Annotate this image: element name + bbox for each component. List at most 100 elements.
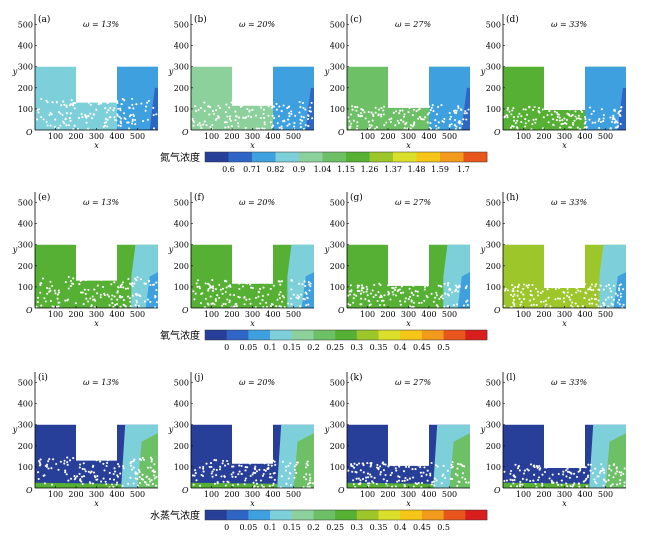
particle	[409, 281, 412, 284]
particle	[611, 303, 614, 306]
particle	[124, 305, 127, 308]
particle	[298, 100, 301, 104]
particle	[377, 108, 380, 111]
particle	[617, 287, 621, 290]
particle	[418, 107, 421, 111]
particle	[40, 282, 43, 285]
particle	[84, 470, 87, 473]
particle	[244, 117, 247, 120]
particle	[419, 471, 422, 474]
x-tick-label: 500	[442, 132, 457, 141]
particle	[391, 485, 394, 488]
particle	[622, 303, 625, 306]
particle	[228, 106, 231, 109]
particle	[99, 460, 102, 463]
particle	[566, 485, 569, 488]
particle	[135, 278, 138, 281]
particle	[119, 117, 123, 120]
particle	[40, 304, 43, 307]
particle	[270, 464, 273, 467]
colorbar-tick-label: 0.9	[293, 165, 306, 174]
particle	[140, 477, 143, 480]
particle	[366, 288, 369, 291]
colorbar-tick-label: 0	[224, 523, 229, 532]
particle	[142, 458, 146, 461]
particle	[152, 106, 155, 109]
particle	[201, 474, 205, 478]
particle	[229, 119, 232, 122]
particle	[214, 299, 218, 302]
particle	[399, 109, 402, 112]
colorbar-tick-label: 0.05	[239, 343, 257, 352]
particle	[379, 471, 382, 474]
particle	[309, 110, 312, 113]
x-tick-label: 200	[224, 310, 239, 319]
particle	[64, 471, 67, 474]
particle	[290, 288, 293, 291]
particle	[132, 114, 135, 118]
particle	[271, 114, 274, 117]
particle	[349, 125, 352, 128]
particle	[522, 298, 526, 301]
particle	[609, 484, 612, 487]
colorbar-tick-label: 0.5	[437, 343, 450, 352]
particle	[371, 289, 374, 292]
particle	[610, 296, 613, 299]
particle	[347, 469, 350, 472]
particle	[299, 105, 302, 109]
particle	[359, 292, 362, 295]
particle	[430, 106, 433, 109]
x-tick-label: 100	[48, 310, 63, 319]
particle	[218, 107, 221, 110]
particle	[456, 286, 459, 289]
particle	[408, 295, 412, 298]
particle	[411, 125, 414, 128]
particle	[151, 482, 154, 486]
particle	[513, 304, 516, 307]
particle	[400, 119, 403, 122]
particle	[261, 104, 264, 107]
particle	[259, 104, 262, 107]
particle	[558, 119, 561, 122]
particle	[532, 118, 535, 121]
particle	[578, 485, 581, 488]
particle	[287, 302, 290, 305]
y-tick-label: 400	[18, 42, 33, 51]
particle	[145, 483, 148, 486]
x-tick-label: 400	[577, 310, 592, 319]
particle	[244, 469, 247, 472]
particle	[449, 288, 452, 291]
particle	[563, 291, 566, 294]
particle	[516, 467, 520, 470]
particle	[194, 469, 197, 472]
y-tick-label: 100	[18, 283, 33, 292]
particle	[382, 105, 386, 108]
particle	[532, 108, 535, 112]
particle	[224, 126, 227, 129]
origin-label: O	[26, 128, 33, 137]
particle	[563, 117, 566, 120]
colorbar-swatch	[291, 510, 314, 520]
panel-tag: (a)	[38, 14, 50, 25]
particle	[279, 291, 282, 294]
particle	[348, 290, 351, 293]
particle	[460, 463, 463, 466]
particle	[550, 479, 553, 482]
y-tick-label: 500	[18, 379, 33, 388]
particle	[37, 471, 40, 474]
particle	[602, 114, 605, 117]
colorbar-tick-label: 0.45	[413, 523, 431, 532]
particle	[433, 477, 436, 480]
particle	[119, 284, 122, 287]
particle	[539, 300, 543, 303]
x-tick-label: 300	[401, 490, 416, 499]
particle	[401, 479, 404, 483]
particle	[113, 470, 117, 473]
particle	[121, 295, 124, 299]
particle	[380, 115, 383, 118]
particle	[531, 123, 534, 126]
origin-label: O	[182, 486, 189, 495]
particle	[280, 475, 283, 478]
